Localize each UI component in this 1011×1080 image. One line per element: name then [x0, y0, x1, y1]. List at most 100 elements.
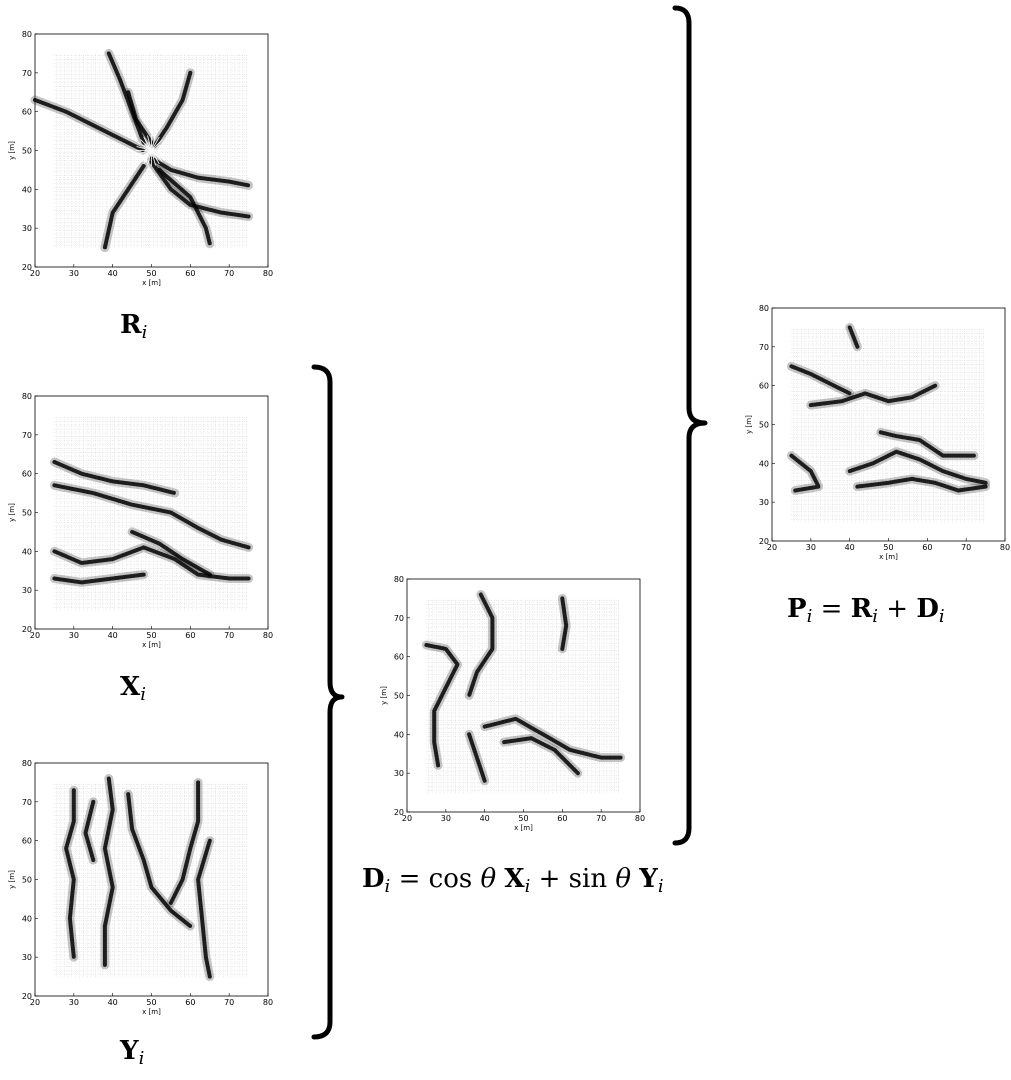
field-band [878, 430, 976, 458]
y-axis-label: y [m] [8, 503, 16, 522]
field-band [126, 792, 193, 929]
y-tick-label: 40 [22, 547, 32, 556]
y-axis-label: y [m] [8, 141, 16, 160]
y-tick-label: 20 [22, 263, 32, 272]
y-axis-label: y [m] [745, 415, 753, 434]
field-band [83, 799, 96, 863]
y-tick-label: 80 [394, 575, 404, 584]
x-tick-label: 50 [146, 631, 156, 640]
x-tick-label: 70 [596, 814, 606, 823]
y-axis-label: y [m] [8, 870, 16, 889]
x-tick-label: 20 [402, 814, 412, 823]
field-band [789, 453, 821, 493]
field-band [789, 364, 852, 396]
field-band [102, 776, 115, 967]
y-tick-label: 60 [394, 653, 404, 662]
field-band [424, 643, 460, 768]
x-tick-label: 70 [224, 631, 234, 640]
y-tick-label: 80 [759, 304, 769, 313]
x-tick-label: 40 [108, 631, 118, 640]
field-band [196, 838, 212, 979]
x-tick-label: 60 [185, 269, 195, 278]
y-tick-label: 40 [759, 459, 769, 468]
x-tick-label: 60 [922, 543, 932, 552]
field-band [847, 325, 860, 349]
y-tick-label: 60 [759, 382, 769, 391]
field-band [52, 460, 177, 496]
field-band [847, 449, 988, 485]
caption-d: Di = cos θ Xi + sin θ Yi [362, 864, 664, 897]
field-band [33, 98, 146, 153]
y-axis-label: y [m] [380, 686, 388, 705]
y-tick-label: 80 [22, 30, 32, 39]
field-band [467, 592, 495, 698]
vector-field [61, 774, 215, 982]
x-tick-label: 70 [224, 998, 234, 1007]
y-tick-label: 30 [22, 586, 32, 595]
y-tick-label: 40 [22, 185, 32, 194]
y-tick-label: 30 [759, 498, 769, 507]
x-tick-label: 30 [441, 814, 451, 823]
field-band [52, 545, 251, 581]
field-band [482, 716, 623, 760]
y-tick-label: 60 [22, 837, 32, 846]
y-tick-label: 80 [22, 392, 32, 401]
vector-field [786, 322, 991, 495]
x-tick-label: 30 [69, 269, 79, 278]
plot-r: 20 30 40 50 60 70 80 20 30 40 50 60 70 80 x [m] y [m] [8, 28, 276, 298]
field-band [502, 736, 580, 776]
x-tick-label: 50 [518, 814, 528, 823]
field-band [808, 383, 938, 408]
y-tick-label: 30 [22, 953, 32, 962]
x-tick-label: 20 [767, 543, 777, 552]
caption-p: Pi = Ri + Di [787, 594, 945, 627]
x-tick-label: 30 [69, 631, 79, 640]
y-tick-label: 20 [759, 537, 769, 546]
field-band [130, 529, 212, 577]
vector-field [421, 590, 626, 786]
field-band [126, 90, 154, 145]
field-band [64, 788, 76, 960]
field-band [168, 780, 201, 905]
y-tick-label: 60 [22, 470, 32, 479]
x-tick-label: 70 [961, 543, 971, 552]
field-band [855, 476, 988, 493]
x-tick-label: 40 [480, 814, 490, 823]
y-tick-label: 20 [394, 808, 404, 817]
y-tick-label: 70 [759, 343, 769, 352]
source-star [135, 134, 168, 167]
field-band [52, 572, 146, 585]
field-band [467, 732, 487, 783]
field-band [52, 483, 251, 550]
x-tick-label: 20 [30, 269, 40, 278]
y-tick-label: 70 [394, 614, 404, 623]
x-tick-label: 50 [146, 269, 156, 278]
x-tick-label: 70 [224, 269, 234, 278]
field-band [157, 167, 212, 246]
y-tick-label: 20 [22, 992, 32, 1001]
y-tick-label: 50 [759, 421, 769, 430]
y-tick-label: 50 [394, 692, 404, 701]
caption-y: Yi [120, 1036, 145, 1069]
x-tick-label: 80 [263, 631, 273, 640]
x-tick-label: 80 [635, 814, 645, 823]
y-tick-label: 40 [22, 914, 32, 923]
brace-rd [672, 5, 708, 846]
y-tick-label: 70 [22, 69, 32, 78]
x-tick-label: 40 [108, 998, 118, 1007]
x-tick-label: 40 [845, 543, 855, 552]
x-tick-label: 60 [185, 631, 195, 640]
field-band [102, 164, 146, 250]
field-band [149, 156, 251, 188]
x-tick-label: 80 [263, 269, 273, 278]
x-tick-label: 20 [30, 631, 40, 640]
x-axis-label: x [m] [142, 1008, 161, 1016]
y-tick-label: 30 [394, 769, 404, 778]
field-band [149, 70, 193, 153]
x-tick-label: 40 [108, 269, 118, 278]
y-tick-label: 70 [22, 798, 32, 807]
vector-field [49, 457, 254, 587]
x-tick-label: 50 [146, 998, 156, 1007]
brace-xy [311, 364, 345, 1040]
x-tick-label: 30 [806, 543, 816, 552]
